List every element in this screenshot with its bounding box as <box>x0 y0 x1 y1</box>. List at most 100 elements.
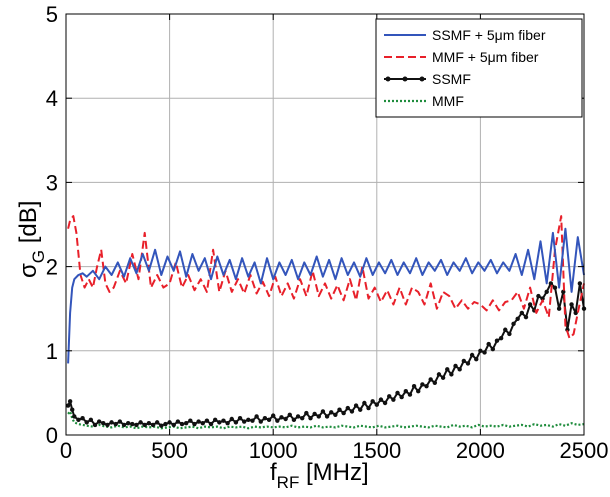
x-tick-label: 0 <box>60 438 72 463</box>
series-point <box>469 352 475 358</box>
legend-marker <box>385 76 391 82</box>
series-point <box>175 419 181 424</box>
series-point <box>461 358 467 364</box>
series-point <box>109 420 114 425</box>
series-point <box>88 417 94 423</box>
legend-marker <box>402 76 408 82</box>
axis-ticks <box>65 13 585 436</box>
legend-label: MMF <box>432 93 464 109</box>
series-point <box>511 321 516 327</box>
series-point <box>382 400 388 406</box>
y-tick-label: 5 <box>46 2 58 27</box>
series-point <box>241 419 247 424</box>
series-point <box>486 341 491 347</box>
series-point <box>171 422 176 428</box>
series-point <box>391 397 396 402</box>
series-point <box>217 420 222 425</box>
series-point <box>291 417 297 423</box>
series-point <box>403 389 409 394</box>
series-point <box>212 417 218 423</box>
series-point <box>121 422 127 428</box>
series-point <box>105 422 110 428</box>
series-point <box>229 416 234 422</box>
series-point <box>374 402 379 407</box>
series-point <box>324 414 330 419</box>
series-point <box>262 415 268 421</box>
series-point <box>523 314 529 320</box>
series-point <box>349 409 355 414</box>
series-point <box>200 421 205 426</box>
series-point <box>254 414 259 419</box>
series-point <box>196 419 201 424</box>
series-point <box>569 302 574 307</box>
series-point <box>150 422 156 428</box>
series-point <box>358 407 363 412</box>
series-point <box>482 350 487 355</box>
series-point <box>101 421 106 426</box>
series-point <box>445 367 450 372</box>
legend-label: SSMF + 5μm fiber <box>432 27 546 43</box>
series-point <box>258 419 263 424</box>
series-point <box>478 348 483 353</box>
x-tick-label: 2500 <box>560 438 609 463</box>
series-point <box>134 422 139 428</box>
series-point <box>370 399 375 404</box>
series-point <box>130 421 135 427</box>
series-point <box>544 289 549 295</box>
series-point <box>204 418 210 423</box>
x-tick-label: 1000 <box>249 438 298 463</box>
series-point <box>577 281 583 286</box>
series-point <box>138 420 143 425</box>
series-point <box>449 372 454 377</box>
series-point <box>395 390 400 396</box>
series-point <box>76 417 81 423</box>
series-point <box>490 346 496 352</box>
series-point <box>333 412 338 417</box>
series-point <box>341 410 346 416</box>
series-point <box>304 410 309 416</box>
legend-label: SSMF <box>432 71 471 87</box>
series-point <box>192 421 197 427</box>
series-point <box>424 383 429 389</box>
series-point <box>312 411 317 417</box>
series-point <box>163 421 168 427</box>
plot-area <box>65 215 587 430</box>
series-point <box>353 403 359 408</box>
series-point <box>167 420 172 425</box>
series-point <box>515 316 520 322</box>
plot-frame <box>65 13 585 436</box>
series-point <box>536 293 541 299</box>
series-point <box>573 310 578 316</box>
series-point <box>399 394 404 400</box>
series-point <box>407 392 413 397</box>
x-tick-label: 2000 <box>456 438 505 463</box>
series-point <box>84 420 89 425</box>
series-point <box>221 418 226 423</box>
series-point <box>65 403 71 408</box>
series-point <box>183 421 189 426</box>
series-point <box>96 419 102 424</box>
y-tick-label: 0 <box>46 423 58 448</box>
series-point <box>271 413 276 418</box>
series-point <box>113 421 118 427</box>
series-point <box>548 281 554 286</box>
series-line-3 <box>67 410 585 430</box>
series-point <box>552 285 558 290</box>
series-point <box>283 416 288 422</box>
axis-tick-labels: 0 500 1000 1500 2000 2500 0 1 2 3 4 5 <box>46 2 609 463</box>
series-point <box>225 421 230 426</box>
series-point <box>300 415 305 421</box>
series-point <box>345 405 350 411</box>
series-point <box>92 422 98 428</box>
series-point <box>387 394 392 399</box>
y-axis-label: σG [dB] <box>15 201 48 278</box>
legend-marker <box>419 76 425 82</box>
series-point <box>378 397 384 402</box>
y-tick-label: 1 <box>46 339 58 364</box>
series-point <box>440 375 446 380</box>
series-point <box>362 400 367 406</box>
series-point <box>428 377 433 382</box>
series-point <box>146 421 152 426</box>
series-point <box>70 407 75 412</box>
series-point <box>457 367 462 372</box>
